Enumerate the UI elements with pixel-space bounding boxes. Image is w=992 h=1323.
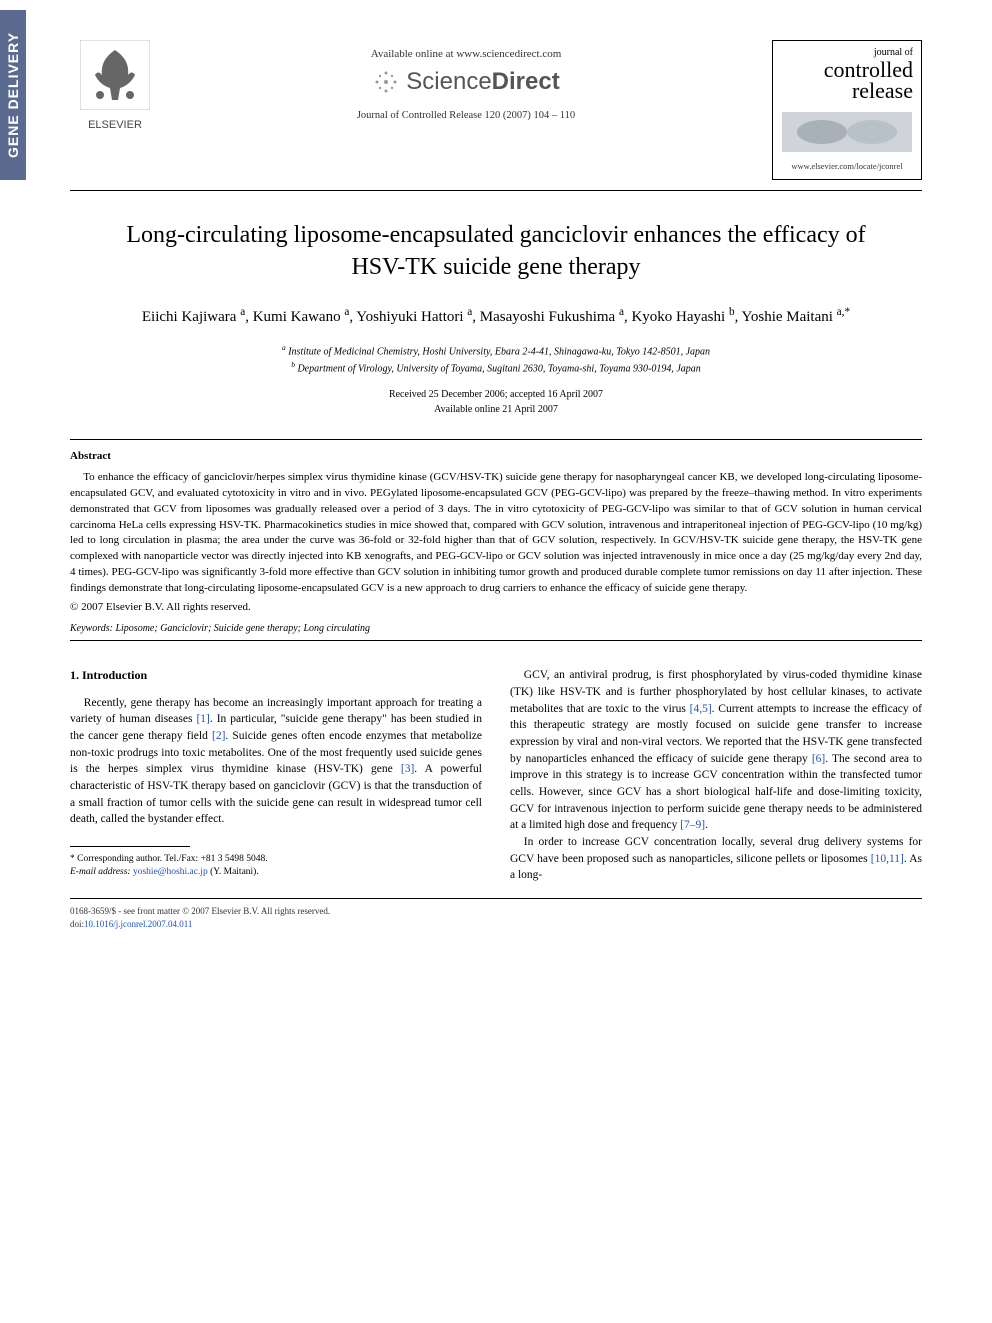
available-online-text: Available online at www.sciencedirect.co… — [160, 48, 772, 60]
abstract-label: Abstract — [70, 450, 922, 462]
jbox-url: www.elsevier.com/locate/jconrel — [781, 161, 913, 171]
center-header: Available online at www.sciencedirect.co… — [160, 40, 772, 121]
sciencedirect-burst-icon — [372, 68, 400, 96]
article-title: Long-circulating liposome-encapsulated g… — [100, 219, 892, 284]
footer-rule — [70, 898, 922, 899]
header-row: ELSEVIER Available online at www.science… — [70, 40, 922, 180]
section-heading: 1. Introduction — [70, 667, 482, 684]
abstract-top-rule — [70, 439, 922, 440]
right-column: GCV, an antiviral prodrug, is first phos… — [510, 667, 922, 884]
email-link[interactable]: yoshie@hoshi.ac.jp — [133, 867, 208, 877]
jbox-cover-icon — [781, 112, 913, 152]
elsevier-label: ELSEVIER — [70, 119, 160, 131]
affiliations: a Institute of Medicinal Chemistry, Hosh… — [70, 342, 922, 377]
intro-para-1: Recently, gene therapy has become an inc… — [70, 695, 482, 828]
ref-link[interactable]: [3] — [401, 763, 414, 775]
ref-link[interactable]: [2] — [212, 730, 225, 742]
elsevier-tree-icon — [80, 40, 150, 110]
abstract-text: To enhance the efficacy of ganciclovir/h… — [70, 470, 922, 598]
footer-meta: 0168-3659/$ - see front matter © 2007 El… — [70, 905, 922, 930]
journal-reference: Journal of Controlled Release 120 (2007)… — [160, 110, 772, 121]
jbox-title: controlled release — [781, 60, 913, 102]
journal-cover-box: journal of controlled release www.elsevi… — [772, 40, 922, 180]
side-tab: GENE DELIVERY — [0, 10, 26, 180]
abstract-bottom-rule — [70, 640, 922, 641]
sciencedirect-text: ScienceDirect — [406, 68, 559, 96]
corr-separator — [70, 846, 190, 847]
intro-para-2: GCV, an antiviral prodrug, is first phos… — [510, 667, 922, 834]
copyright-line: © 2007 Elsevier B.V. All rights reserved… — [70, 601, 922, 613]
ref-link[interactable]: [1] — [196, 713, 209, 725]
article-dates: Received 25 December 2006; accepted 16 A… — [70, 387, 922, 417]
elsevier-logo-block: ELSEVIER — [70, 40, 160, 131]
header-rule — [70, 190, 922, 191]
left-column: 1. Introduction Recently, gene therapy h… — [70, 667, 482, 884]
keywords-line: Keywords: Liposome; Ganciclovir; Suicide… — [70, 623, 922, 634]
corresponding-author: * Corresponding author. Tel./Fax: +81 3 … — [70, 853, 482, 880]
sciencedirect-logo: ScienceDirect — [160, 68, 772, 96]
ref-link[interactable]: [10,11] — [871, 853, 904, 865]
intro-para-3: In order to increase GCV concentration l… — [510, 834, 922, 884]
doi-link[interactable]: 10.1016/j.jconrel.2007.04.011 — [84, 919, 192, 929]
ref-link[interactable]: [4,5] — [690, 703, 712, 715]
page-content: ELSEVIER Available online at www.science… — [0, 0, 992, 970]
authors-line: Eiichi Kajiwara a, Kumi Kawano a, Yoshiy… — [70, 304, 922, 329]
ref-link[interactable]: [6] — [812, 753, 825, 765]
ref-link[interactable]: [7–9] — [680, 819, 705, 831]
body-columns: 1. Introduction Recently, gene therapy h… — [70, 667, 922, 884]
